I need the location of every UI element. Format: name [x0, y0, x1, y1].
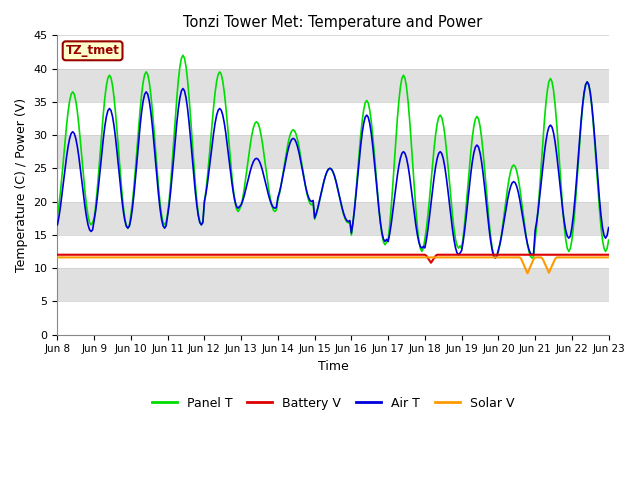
Battery V [539, 252, 547, 258]
Line: Battery V: Battery V [58, 255, 609, 263]
Text: TZ_tmet: TZ_tmet [66, 44, 120, 57]
Battery V [156, 252, 164, 258]
Air T [367, 131, 375, 136]
Bar [58, 36, 609, 69]
Air T [583, 79, 591, 85]
Legend: Panel T, Battery V, Air T, Solar V: Panel T, Battery V, Air T, Solar V [147, 392, 520, 415]
Solar V [398, 254, 406, 260]
Bar [58, 268, 609, 301]
Bar [58, 135, 609, 168]
Air T [156, 205, 164, 211]
Air T [492, 255, 499, 261]
Solar V [367, 254, 375, 260]
Battery V [427, 260, 435, 265]
Bar [58, 102, 609, 135]
Panel T [387, 204, 395, 210]
X-axis label: Time: Time [317, 360, 348, 373]
Air T [54, 222, 61, 228]
Panel T [492, 255, 499, 261]
Panel T [399, 72, 407, 78]
Air T [605, 225, 612, 230]
Battery V [69, 252, 77, 258]
Bar [58, 168, 609, 202]
Bar [58, 301, 609, 335]
Y-axis label: Temperature (C) / Power (V): Temperature (C) / Power (V) [15, 98, 28, 272]
Title: Tonzi Tower Met: Temperature and Power: Tonzi Tower Met: Temperature and Power [184, 15, 483, 30]
Line: Solar V: Solar V [58, 257, 609, 273]
Line: Air T: Air T [58, 82, 609, 258]
Solar V [54, 254, 61, 260]
Solar V [156, 254, 164, 260]
Solar V [386, 254, 394, 260]
Solar V [69, 254, 77, 260]
Battery V [605, 252, 612, 258]
Battery V [54, 252, 61, 258]
Battery V [367, 252, 375, 258]
Air T [539, 164, 547, 170]
Panel T [156, 200, 164, 205]
Battery V [386, 252, 394, 258]
Line: Panel T: Panel T [58, 55, 609, 258]
Solar V [605, 254, 612, 260]
Air T [386, 231, 394, 237]
Solar V [524, 270, 531, 276]
Panel T [369, 133, 377, 139]
Solar V [539, 256, 547, 262]
Panel T [179, 52, 187, 58]
Panel T [605, 237, 612, 243]
Air T [69, 129, 77, 134]
Panel T [54, 213, 61, 219]
Bar [58, 69, 609, 102]
Panel T [540, 119, 548, 125]
Bar [58, 202, 609, 235]
Bar [58, 235, 609, 268]
Air T [398, 150, 406, 156]
Panel T [69, 89, 77, 95]
Battery V [398, 252, 406, 258]
